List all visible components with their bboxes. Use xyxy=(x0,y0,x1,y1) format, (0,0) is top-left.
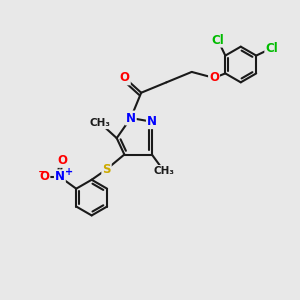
Text: N: N xyxy=(126,112,136,124)
Text: O: O xyxy=(209,71,219,84)
Text: Cl: Cl xyxy=(265,42,278,55)
Text: CH₃: CH₃ xyxy=(90,118,111,128)
Text: O: O xyxy=(58,154,68,167)
Text: S: S xyxy=(102,163,111,176)
Text: O: O xyxy=(39,170,50,183)
Text: −: − xyxy=(38,167,47,177)
Text: N: N xyxy=(147,115,157,128)
Text: Cl: Cl xyxy=(212,34,224,46)
Text: CH₃: CH₃ xyxy=(153,166,174,176)
Text: N: N xyxy=(55,170,65,183)
Text: +: + xyxy=(65,167,73,177)
Text: O: O xyxy=(120,71,130,84)
